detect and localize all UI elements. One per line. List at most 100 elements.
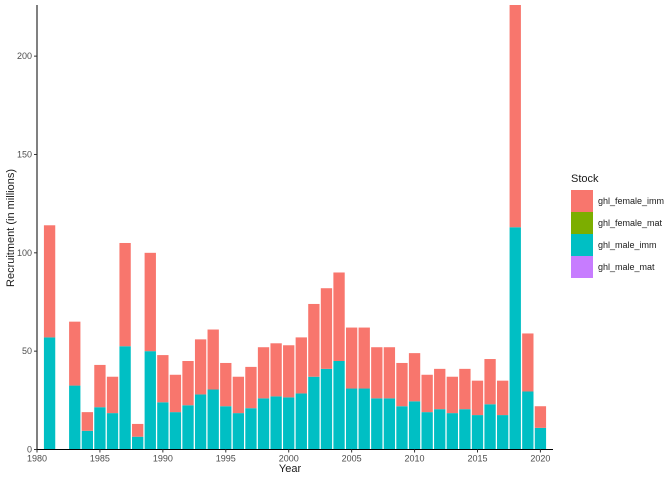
legend-swatch-ghl_female_mat: [571, 212, 593, 234]
legend-label-ghl_female_mat: ghl_female_mat: [598, 218, 663, 228]
bar-ghl_male_imm-1992: [182, 405, 194, 450]
bar-ghl_female_imm-2012: [434, 368, 446, 410]
y-axis-title: Recruitment (in millions): [5, 169, 17, 287]
bar-ghl_female_imm-1998: [257, 347, 270, 399]
y-tick-label: 100: [17, 248, 32, 258]
bar-ghl_male_imm-2014: [459, 409, 471, 450]
bar-ghl_female_imm-2003: [320, 288, 333, 369]
bar-ghl_male_imm-2006: [358, 388, 370, 450]
x-axis-ticks: 1980 1985 1990 1995 2000 2005 2010 2015 2020: [27, 449, 550, 464]
bar-ghl_female_imm-2008: [383, 347, 396, 399]
bar-ghl_male_imm-2018: [509, 227, 521, 450]
bar-ghl_male_imm-2011: [421, 412, 433, 450]
bar-ghl_male_imm-2013: [446, 413, 458, 450]
bar-ghl_female_imm-2007: [371, 347, 383, 399]
bar-ghl_male_imm-2017: [496, 415, 509, 450]
bar-ghl_male_imm-2008: [383, 398, 396, 450]
bar-ghl_female_imm-2014: [459, 368, 471, 410]
bar-ghl_female_imm-1985: [94, 364, 106, 408]
bar-ghl_female_imm-2016: [484, 359, 496, 405]
bar-ghl_male_imm-2019: [522, 391, 534, 450]
bar-ghl_male_imm-2004: [333, 360, 345, 450]
bar-ghl_female_imm-2011: [421, 374, 433, 413]
y-tick-label: 150: [17, 149, 32, 159]
bar-ghl_female_imm-1984: [81, 412, 94, 431]
x-tick-label: 1985: [90, 454, 110, 464]
y-tick-label: 200: [17, 51, 32, 61]
bar-ghl_female_imm-2013: [446, 376, 458, 414]
bar-ghl_male_imm-2000: [283, 397, 295, 450]
bar-ghl_female_imm-1989: [144, 252, 156, 352]
bar-ghl_male_imm-1990: [157, 402, 169, 450]
bar-ghl_female_imm-2001: [295, 337, 307, 394]
bar-ghl_male_imm-1981: [43, 337, 56, 450]
legend-title: Stock: [571, 173, 599, 185]
bar-ghl_male_imm-1988: [132, 436, 144, 450]
y-tick-label: 0: [27, 445, 32, 455]
x-axis-title: Year: [279, 463, 302, 475]
bar-ghl_female_imm-2004: [333, 272, 345, 361]
bar-ghl_female_imm-1993: [194, 339, 207, 395]
bar-ghl_male_imm-1995: [220, 406, 232, 450]
bar-ghl_female_imm-2006: [358, 327, 370, 389]
bar-ghl_male_imm-2012: [434, 409, 446, 450]
bar-ghl_male_imm-2016: [484, 404, 496, 450]
bar-ghl_female_imm-1983: [69, 321, 81, 386]
bar-ghl_male_imm-1987: [119, 346, 131, 450]
bar-ghl_male_imm-1998: [257, 398, 270, 450]
bar-ghl_female_imm-2000: [283, 345, 295, 398]
bar-ghl_male_imm-1991: [169, 412, 182, 450]
bar-ghl_male_imm-1996: [232, 413, 245, 450]
bar-ghl_male_imm-2002: [308, 376, 320, 450]
legend-label-ghl_male_mat: ghl_male_mat: [598, 262, 655, 272]
bar-ghl_male_imm-2003: [320, 368, 333, 450]
bar-ghl_female_imm-1992: [182, 360, 194, 406]
bar-ghl_female_imm-1997: [245, 366, 257, 409]
y-tick-label: 50: [22, 346, 32, 356]
bar-ghl_male_imm-1994: [207, 389, 219, 450]
bar-ghl_female_imm-1988: [132, 423, 144, 437]
x-tick-label: 2010: [405, 454, 425, 464]
x-tick-label: 1995: [216, 454, 236, 464]
bar-ghl_male_imm-2001: [295, 393, 307, 450]
bars-group: [43, 5, 547, 450]
bar-ghl_male_imm-1983: [69, 385, 81, 450]
bar-ghl_female_imm-1987: [119, 242, 131, 347]
bar-ghl_male_imm-1999: [270, 396, 282, 450]
bar-ghl_male_imm-2005: [345, 388, 358, 450]
x-tick-label: 2005: [342, 454, 362, 464]
bar-ghl_female_imm-2015: [471, 380, 484, 416]
legend-swatch-ghl_male_imm: [571, 234, 593, 256]
bar-ghl_female_imm-1999: [270, 343, 282, 397]
bar-ghl_female_imm-1995: [220, 362, 232, 407]
x-tick-label: 1980: [27, 454, 47, 464]
bar-ghl_female_imm-2018: [509, 5, 521, 228]
bar-ghl_male_imm-2020: [534, 427, 547, 450]
bar-ghl_male_imm-2015: [471, 415, 484, 450]
y-axis-ticks: 0 50 100 150 200: [17, 51, 37, 455]
bar-ghl_female_imm-1996: [232, 376, 245, 414]
bar-ghl_male_imm-1984: [81, 430, 94, 450]
bar-ghl_male_imm-2007: [371, 398, 383, 450]
bar-ghl_female_imm-1994: [207, 329, 219, 390]
bar-ghl_female_imm-1981: [43, 225, 56, 338]
legend-swatch-ghl_male_mat: [571, 256, 593, 278]
x-tick-label: 2020: [530, 454, 550, 464]
legend-label-ghl_male_imm: ghl_male_imm: [598, 240, 657, 250]
bar-ghl_male_imm-1993: [194, 394, 207, 450]
bar-ghl_female_imm-2005: [345, 327, 358, 389]
bar-ghl_female_imm-1991: [169, 374, 182, 413]
bar-ghl_male_imm-2009: [396, 406, 408, 450]
bar-ghl_male_imm-1997: [245, 408, 257, 450]
legend: ghl_female_imm ghl_female_mat ghl_male_imm…: [571, 190, 664, 278]
bar-ghl_female_imm-2002: [308, 303, 320, 377]
bar-ghl_female_imm-2020: [534, 406, 547, 428]
bar-ghl_female_imm-1990: [157, 355, 169, 403]
bar-ghl_female_imm-2019: [522, 333, 534, 392]
x-tick-label: 2000: [279, 454, 299, 464]
bar-ghl_female_imm-1986: [106, 376, 119, 414]
bar-ghl_female_imm-2017: [496, 380, 509, 416]
bar-ghl_male_imm-1985: [94, 407, 106, 450]
x-tick-label: 1990: [153, 454, 173, 464]
